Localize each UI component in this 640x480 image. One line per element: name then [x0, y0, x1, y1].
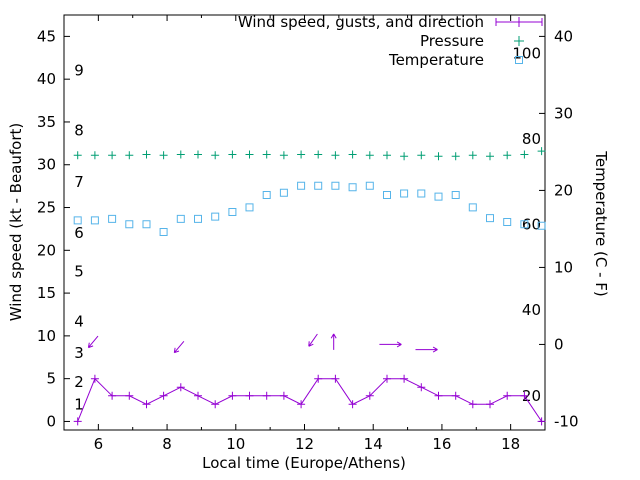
beaufort-scale-label: 1: [74, 395, 84, 413]
fahrenheit-scale-label: 80: [522, 130, 541, 148]
temperature-markers: [73, 181, 546, 236]
y-right-tick-label: 0: [554, 335, 564, 353]
y-left-tick-label: 0: [46, 412, 56, 430]
y-left-tick-label: 45: [37, 27, 56, 45]
y-left-tick-label: 30: [37, 156, 56, 174]
left-axis-title: Wind speed (kt - Beaufort): [7, 122, 25, 322]
pressure-markers: [73, 147, 546, 161]
wind-direction-arrow: [415, 346, 438, 353]
beaufort-scale-label: 5: [74, 263, 84, 281]
x-tick-label: 12: [295, 435, 314, 453]
fahrenheit-scale-label: 100: [512, 45, 541, 63]
legend-row-wind: Wind speed, gusts, and direction: [238, 12, 548, 31]
y-right-tick-label: 20: [554, 181, 573, 199]
legend-temperature-label: Temperature: [388, 50, 484, 69]
beaufort-scale-label: 3: [74, 344, 84, 362]
wind-linespoints-marker-icon: [490, 14, 548, 30]
legend: Wind speed, gusts, and direction Pressur…: [238, 12, 548, 69]
x-tick-label: 18: [501, 435, 520, 453]
x-tick-label: 16: [432, 435, 451, 453]
wind-speed-markers: [73, 374, 546, 426]
beaufort-scale-label: 4: [74, 312, 84, 330]
y-right-tick-label: 10: [554, 258, 573, 276]
x-tick-label: 8: [162, 435, 172, 453]
beaufort-scale-label: 9: [74, 62, 84, 80]
x-tick-label: 14: [364, 435, 383, 453]
y-right-tick-label: 30: [554, 104, 573, 122]
legend-wind-label: Wind speed, gusts, and direction: [237, 12, 484, 31]
y-right-tick-label: 40: [554, 27, 573, 45]
y-left-tick-label: 5: [46, 370, 56, 388]
wind-direction-arrow: [379, 341, 402, 348]
y-left-tick-label: 35: [37, 113, 56, 131]
wind-direction-arrow: [173, 340, 185, 354]
y-left-tick-label: 20: [37, 241, 56, 259]
wind-speed-line: [77, 377, 543, 422]
y-left-tick-label: 25: [37, 199, 56, 217]
fahrenheit-scale-label: 60: [522, 216, 541, 234]
fahrenheit-scale-label: 20: [522, 387, 541, 405]
beaufort-scale-label: 7: [74, 173, 84, 191]
fahrenheit-scale-label: 40: [522, 301, 541, 319]
temperature-square-marker-icon: [490, 52, 548, 68]
wind-direction-arrow: [330, 333, 337, 350]
plot-border: [63, 14, 546, 431]
beaufort-scale-label: 8: [74, 122, 84, 140]
y-right-tick-label: -10: [554, 412, 579, 430]
x-tick-label: 10: [226, 435, 245, 453]
y-left-tick-label: 15: [37, 284, 56, 302]
pressure-plus-marker-icon: [490, 33, 548, 49]
x-tick-label: 6: [94, 435, 104, 453]
y-left-tick-label: 40: [37, 70, 56, 88]
wind-direction-arrow: [308, 333, 318, 347]
legend-pressure-label: Pressure: [419, 31, 484, 50]
right-axis-title: Temperature (C - F): [592, 151, 610, 297]
y-left-tick-label: 10: [37, 327, 56, 345]
beaufort-scale-label: 6: [74, 224, 84, 242]
x-axis-title: Local time (Europe/Athens): [202, 454, 406, 472]
legend-row-pressure: Pressure: [238, 31, 548, 50]
beaufort-scale-label: 2: [74, 373, 84, 391]
wind-direction-arrow: [87, 335, 99, 349]
legend-row-temperature: Temperature: [238, 50, 548, 69]
